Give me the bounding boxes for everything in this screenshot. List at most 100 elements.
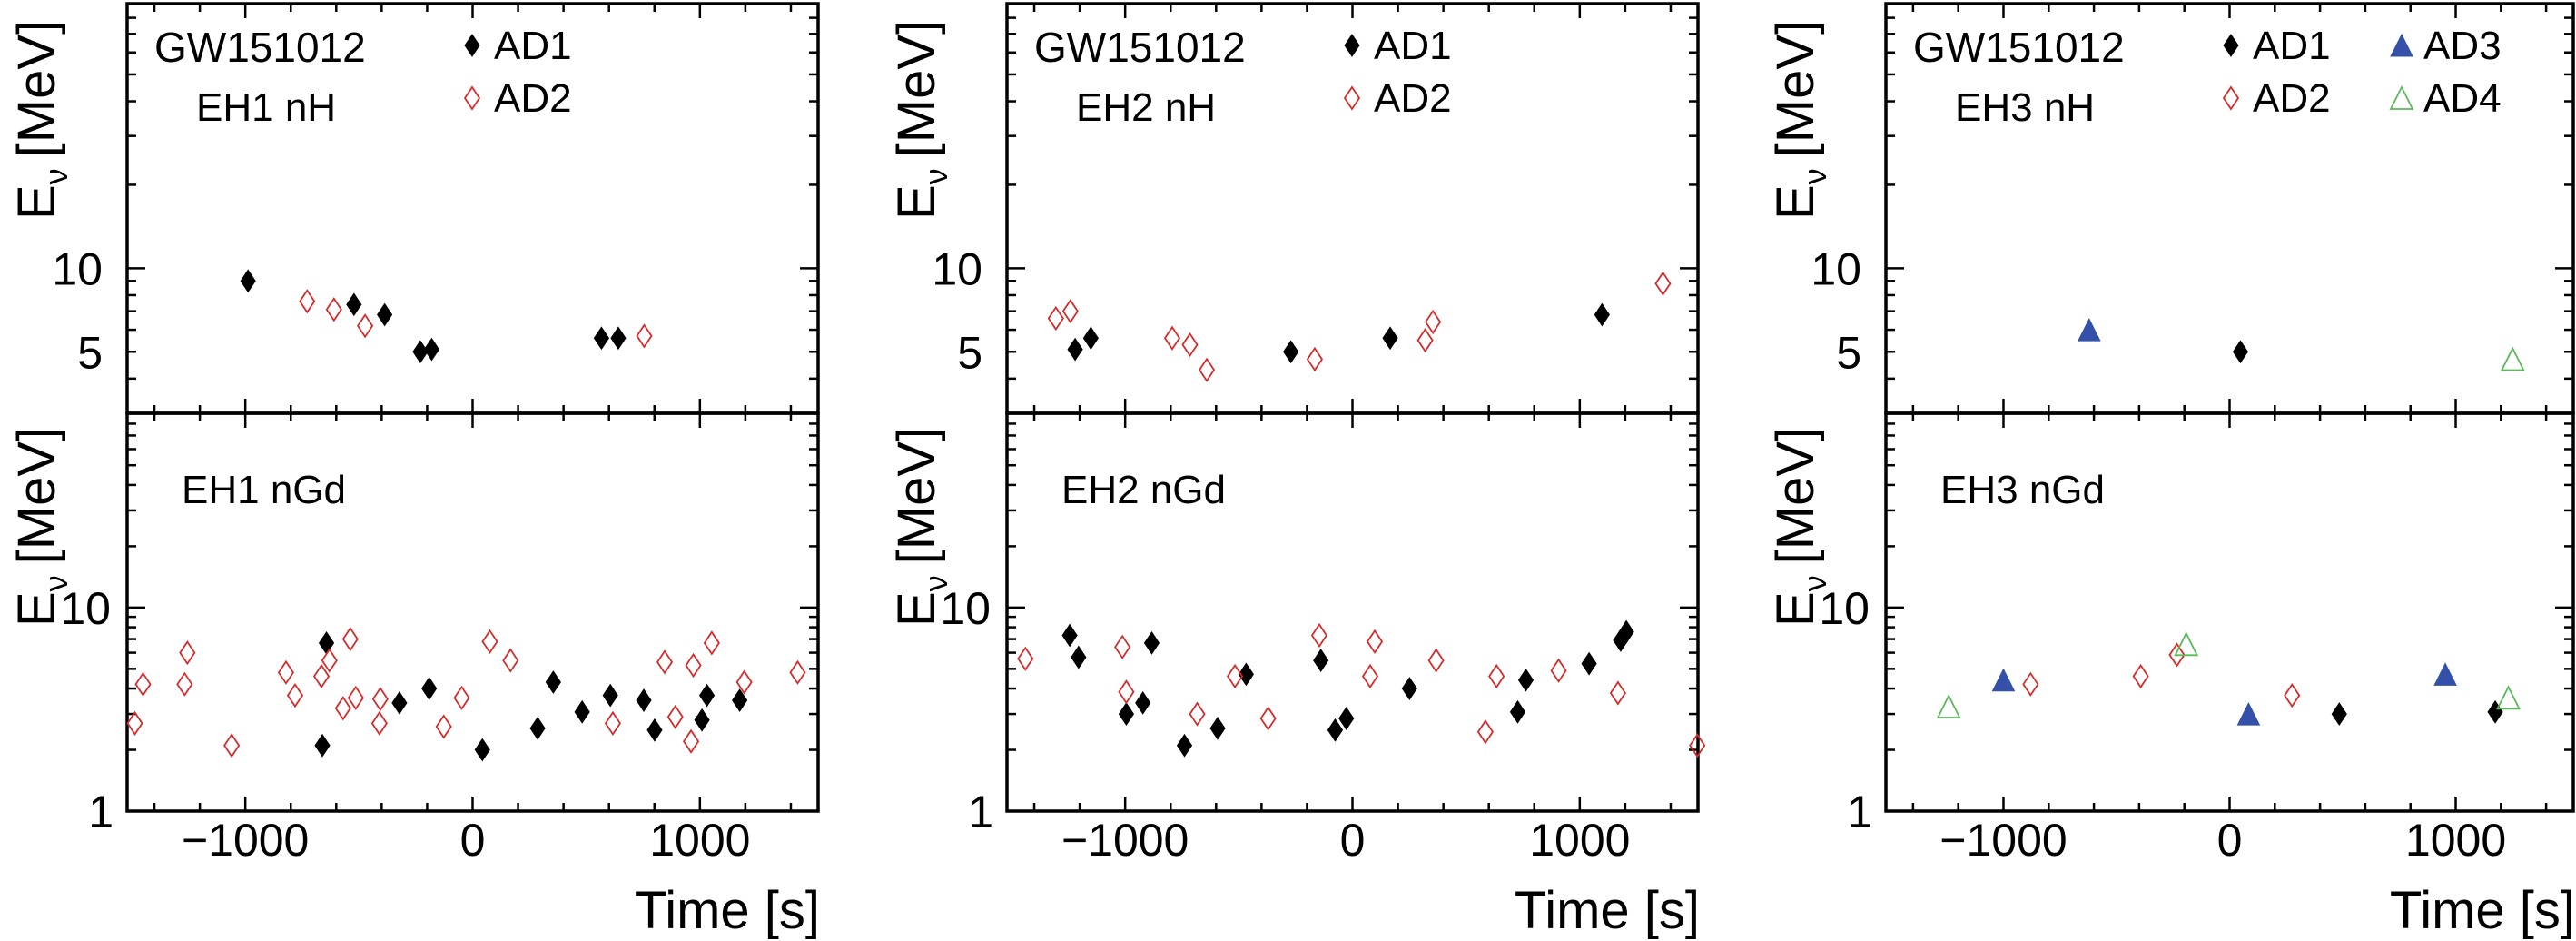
data-point-ad3 [2078, 317, 2101, 342]
panel-eh1-ngd: 10 1 Eν [MeV] −1000 0 1000 Time [s] EH1 nGd [7, 411, 820, 940]
x-tick-label: 1000 [649, 815, 750, 866]
data-point-ad1 [646, 718, 663, 742]
y-axis-label: Eν [MeV] [887, 427, 954, 627]
data-point-ad1 [412, 340, 429, 364]
panel-label: EH2 nGd [1061, 468, 1226, 512]
y-axis-label-unit: [MeV] [1766, 427, 1825, 565]
data-point-ad2 [1181, 332, 1199, 358]
x-tick-label: 0 [2217, 815, 2243, 866]
y-axis-label-symbol: E [7, 184, 66, 220]
y-axis-label: Eν [MeV] [1766, 427, 1833, 627]
data-point-ad1 [1313, 649, 1329, 672]
data-point-ad1 [732, 688, 748, 712]
series-ad1 [1067, 302, 1610, 364]
data-point-ad3 [2433, 662, 2457, 686]
series-ad1 [314, 630, 748, 762]
y-tick-label: 1 [88, 787, 114, 837]
data-point-ad2 [2022, 671, 2039, 697]
data-point-ad2 [1366, 629, 1384, 655]
data-point-ad2 [1226, 663, 1244, 689]
panel-label: EH1 nGd [182, 468, 346, 512]
data-point-ad1 [1238, 662, 1254, 687]
y-tick-label: 5 [1836, 327, 1861, 378]
y-axis-label: Eν [MeV] [887, 20, 954, 220]
y-tick-label: 10 [932, 243, 982, 294]
y-axis-label-subscript: ν [917, 168, 954, 184]
data-point-ad2 [1306, 346, 1324, 372]
event-title: GW151012 [1034, 24, 1246, 71]
data-point-ad1 [474, 738, 490, 762]
data-point-ad1 [1618, 619, 1634, 644]
data-point-ad2 [1047, 305, 1064, 332]
series-ad3 [1991, 662, 2457, 726]
data-point-ad2 [1689, 733, 1706, 758]
data-point-ad1 [694, 708, 710, 732]
x-tick-label: 0 [1340, 815, 1366, 866]
x-axis-label: Time [s] [1515, 881, 1700, 940]
series-ad2 [126, 626, 806, 758]
data-point-ad2 [604, 710, 622, 736]
legend-item-ad2: AD2 [1343, 76, 1452, 121]
y-tick-label: 10 [940, 583, 991, 634]
data-point-ad2 [2132, 663, 2149, 689]
data-point-ad1 [2232, 340, 2249, 364]
legend-item-ad3: AD3 [2390, 24, 2502, 68]
y-tick-label: 5 [77, 327, 103, 378]
y-axis-label: Eν [MeV] [7, 427, 74, 627]
data-point-ad2 [1198, 357, 1216, 382]
data-point-ad2 [176, 671, 193, 697]
x-tick-label: 1000 [2405, 815, 2506, 866]
series-ad4 [2500, 346, 2525, 371]
legend-marker-triangle-filled [2390, 33, 2413, 57]
y-axis-label: Eν [MeV] [7, 20, 74, 220]
data-point-ad4 [2174, 631, 2199, 657]
y-axis-label-subscript: ν [37, 168, 74, 184]
data-point-ad4 [2500, 346, 2525, 371]
x-tick-label: −1000 [182, 815, 309, 866]
legend-item-ad4: AD4 [2389, 76, 2502, 121]
y-axis-label-subscript: ν [917, 575, 954, 591]
x-tick-label: 1000 [1529, 815, 1630, 866]
legend-marker-diamond-filled [1344, 34, 1360, 57]
legend-label: AD2 [494, 76, 572, 121]
plot-frame [1884, 411, 2575, 813]
y-axis-label: Eν [MeV] [1766, 20, 1833, 220]
data-point-ad3 [1991, 668, 2016, 692]
series-ad4 [1936, 631, 2521, 718]
data-point-ad1 [1338, 707, 1355, 730]
y-axis-label-unit: [MeV] [1766, 20, 1825, 158]
data-point-ad2 [325, 297, 342, 322]
data-point-ad1 [1401, 677, 1417, 700]
data-point-ad1 [2331, 702, 2347, 726]
data-point-ad2 [1310, 622, 1328, 649]
x-tick-label: −1000 [1061, 815, 1189, 866]
y-axis-label-symbol: E [887, 184, 946, 220]
legend-item-ad2: AD2 [463, 76, 572, 121]
panel-eh1-nh: 10 5 Eν [MeV] GW151012 EH1 nH AD1 AD2 [7, 2, 820, 415]
data-point-ad1 [1071, 645, 1087, 669]
data-point-ad2 [1550, 658, 1567, 683]
data-point-ad2 [1259, 706, 1277, 731]
data-point-ad2 [636, 323, 653, 349]
data-point-ad2 [789, 659, 806, 685]
data-point-ad2 [347, 685, 364, 710]
legend-item-ad2: AD2 [2222, 76, 2331, 121]
series-ad2 [299, 289, 653, 349]
data-point-ad2 [682, 728, 700, 754]
data-point-ad2 [1118, 679, 1135, 705]
y-axis-label-symbol: E [7, 591, 66, 627]
data-point-ad2 [2168, 642, 2186, 668]
data-point-ad1 [1327, 718, 1344, 742]
data-point-ad1 [698, 683, 716, 708]
panel-eh2-nh: 10 5 Eν [MeV] GW151012 EH2 nH AD1 AD2 [887, 2, 1700, 415]
data-point-ad2 [223, 733, 241, 758]
series-ad2 [1047, 271, 1672, 382]
legend-label: AD2 [2253, 76, 2331, 121]
panel-eh3-ngd: 10 1 Eν [MeV] −1000 0 1000 Time [s] EH3 nGd [1766, 411, 2575, 940]
series-ad1 [2331, 699, 2503, 726]
data-point-ad1 [529, 716, 546, 740]
data-point-ad2 [312, 663, 331, 689]
x-tick-label: 0 [460, 815, 486, 866]
series-ad3 [2078, 317, 2101, 342]
data-point-ad2 [1189, 701, 1206, 727]
